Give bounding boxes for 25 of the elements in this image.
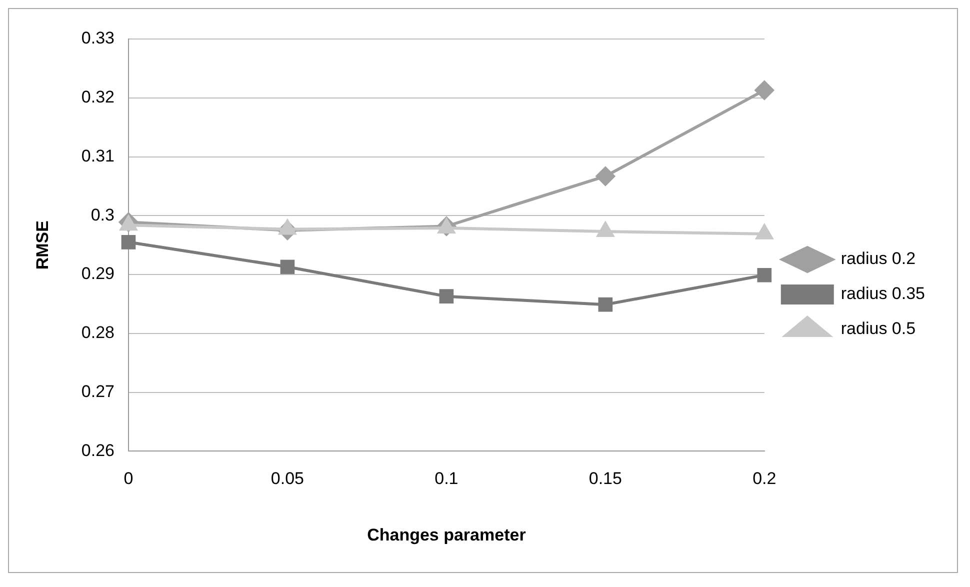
- y-tick-label: 0.27: [81, 382, 114, 401]
- y-tick-label: 0.28: [81, 323, 114, 342]
- x-tick-label: 0.2: [752, 469, 776, 488]
- y-tick-label: 0.32: [81, 88, 114, 107]
- y-tick-label: 0.29: [81, 264, 114, 284]
- y-tick-label: 0.3: [90, 205, 114, 224]
- legend-label: radius 0.2: [840, 249, 916, 268]
- point: [121, 235, 136, 250]
- point: [598, 297, 613, 312]
- y-axis-title: RMSE: [32, 220, 52, 270]
- point: [439, 289, 454, 304]
- legend-label: radius 0.35: [840, 284, 926, 304]
- x-tick-label: 0: [124, 469, 134, 488]
- y-tick-label: 0.33: [81, 28, 114, 48]
- legend-label: radius 0.5: [840, 319, 916, 338]
- x-axis-title: Changes parameter: [367, 525, 526, 544]
- x-tick-label: 0.15: [588, 469, 622, 488]
- y-tick-label: 0.26: [81, 440, 114, 460]
- y-tick-label: 0.31: [81, 146, 114, 166]
- point: [754, 80, 774, 100]
- x-tick-label: 0.05: [270, 469, 304, 488]
- point: [596, 166, 615, 186]
- x-tick-label: 0.1: [434, 469, 458, 488]
- point: [757, 268, 772, 282]
- point: [280, 260, 295, 274]
